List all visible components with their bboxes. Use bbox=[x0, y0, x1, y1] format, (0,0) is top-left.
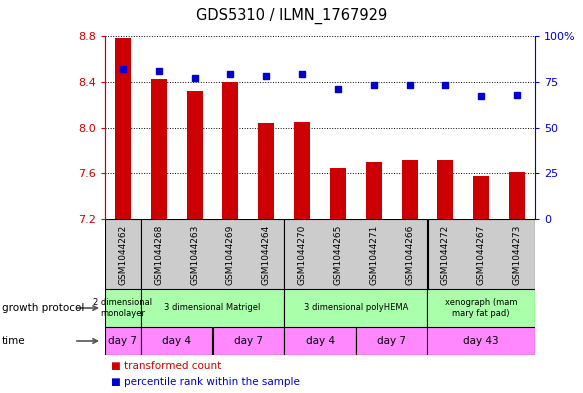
Bar bbox=[330, 167, 346, 219]
Bar bbox=[473, 176, 489, 219]
Bar bbox=[187, 91, 203, 219]
Bar bbox=[427, 327, 535, 355]
Text: GSM1044271: GSM1044271 bbox=[369, 225, 378, 285]
Text: time: time bbox=[2, 336, 26, 346]
Text: GSM1044269: GSM1044269 bbox=[226, 225, 235, 285]
Text: day 43: day 43 bbox=[463, 336, 499, 346]
Text: day 7: day 7 bbox=[234, 336, 263, 346]
Text: GSM1044263: GSM1044263 bbox=[190, 225, 199, 285]
Text: GSM1044264: GSM1044264 bbox=[262, 225, 271, 285]
Text: GSM1044273: GSM1044273 bbox=[512, 225, 522, 285]
Text: GDS5310 / ILMN_1767929: GDS5310 / ILMN_1767929 bbox=[196, 8, 387, 24]
Text: 3 dimensional polyHEMA: 3 dimensional polyHEMA bbox=[304, 303, 408, 312]
Text: day 4: day 4 bbox=[305, 336, 335, 346]
Bar bbox=[356, 327, 427, 355]
Bar bbox=[284, 289, 427, 327]
Text: GSM1044270: GSM1044270 bbox=[297, 225, 307, 285]
Bar bbox=[258, 123, 275, 219]
Text: growth protocol: growth protocol bbox=[2, 303, 85, 313]
Bar bbox=[284, 327, 356, 355]
Bar bbox=[427, 219, 535, 289]
Text: GSM1044272: GSM1044272 bbox=[441, 225, 450, 285]
Bar bbox=[284, 219, 427, 289]
Bar bbox=[150, 79, 167, 219]
Bar bbox=[366, 162, 382, 219]
Bar bbox=[212, 327, 284, 355]
Bar bbox=[222, 82, 238, 219]
Bar bbox=[402, 160, 417, 219]
Bar bbox=[105, 289, 141, 327]
Text: day 7: day 7 bbox=[108, 336, 138, 346]
Bar bbox=[427, 289, 535, 327]
Text: GSM1044266: GSM1044266 bbox=[405, 225, 414, 285]
Bar bbox=[141, 327, 212, 355]
Bar bbox=[141, 219, 284, 289]
Bar bbox=[105, 219, 141, 289]
Text: 3 dimensional Matrigel: 3 dimensional Matrigel bbox=[164, 303, 261, 312]
Bar bbox=[105, 327, 141, 355]
Text: GSM1044267: GSM1044267 bbox=[477, 225, 486, 285]
Text: ■ transformed count: ■ transformed count bbox=[111, 361, 221, 371]
Text: GSM1044268: GSM1044268 bbox=[154, 225, 163, 285]
Bar bbox=[115, 38, 131, 219]
Text: day 4: day 4 bbox=[162, 336, 191, 346]
Bar bbox=[509, 172, 525, 219]
Text: day 7: day 7 bbox=[377, 336, 406, 346]
Text: ■ percentile rank within the sample: ■ percentile rank within the sample bbox=[111, 377, 300, 387]
Text: 2 dimensional
monolayer: 2 dimensional monolayer bbox=[93, 298, 153, 318]
Bar bbox=[294, 122, 310, 219]
Text: xenograph (mam
mary fat pad): xenograph (mam mary fat pad) bbox=[445, 298, 518, 318]
Bar bbox=[437, 160, 454, 219]
Text: GSM1044265: GSM1044265 bbox=[333, 225, 342, 285]
Text: GSM1044262: GSM1044262 bbox=[118, 225, 128, 285]
Bar bbox=[141, 289, 284, 327]
